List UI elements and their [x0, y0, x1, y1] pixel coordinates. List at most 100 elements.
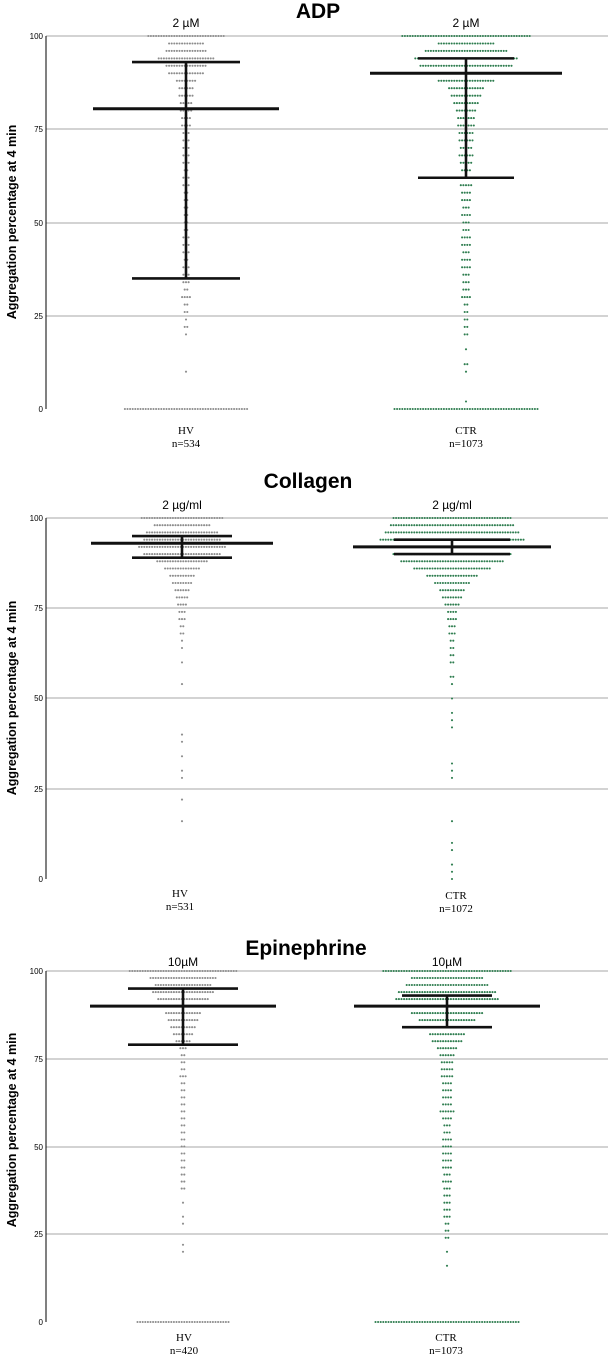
- data-point: [174, 531, 177, 534]
- data-point: [448, 79, 451, 82]
- data-point: [457, 969, 460, 973]
- n-label-epinephrine-ctr: n=1073: [429, 1345, 463, 1357]
- data-point: [466, 236, 469, 239]
- data-point: [165, 49, 168, 52]
- data-point: [454, 589, 457, 592]
- data-point: [401, 34, 404, 38]
- data-point: [452, 610, 455, 613]
- data-point: [162, 976, 165, 980]
- data-point: [423, 567, 426, 570]
- data-point: [184, 581, 187, 585]
- data-point: [479, 42, 482, 45]
- data-point: [464, 221, 468, 224]
- grid-epinephrine: [45, 970, 608, 1322]
- data-point: [452, 661, 455, 664]
- data-point: [165, 998, 168, 1001]
- data-point: [175, 42, 178, 45]
- data-point: [455, 42, 458, 45]
- data-point: [184, 531, 187, 534]
- data-point: [156, 516, 159, 520]
- data-point: [191, 72, 194, 75]
- data-point: [504, 969, 507, 973]
- data-point: [377, 1320, 380, 1324]
- data-point: [449, 1054, 452, 1057]
- data-point: [447, 969, 450, 973]
- data-point: [518, 34, 521, 38]
- data-point: [395, 1320, 398, 1324]
- data-point: [434, 1320, 437, 1324]
- data-point: [431, 531, 434, 534]
- data-point: [461, 296, 464, 299]
- data-point: [181, 407, 184, 411]
- data-point: [154, 983, 157, 987]
- data-point: [187, 161, 190, 164]
- data-point: [390, 969, 393, 973]
- data-point: [192, 567, 195, 570]
- data-point: [190, 545, 193, 548]
- data-point: [180, 1145, 183, 1148]
- data-point: [143, 516, 146, 520]
- data-point: [186, 42, 189, 45]
- data-point: [468, 64, 471, 67]
- data-point: [455, 976, 458, 980]
- data-point: [480, 567, 483, 570]
- data-point: [177, 567, 180, 570]
- data-point: [442, 407, 445, 411]
- data-point: [461, 213, 464, 217]
- data-point: [474, 407, 477, 411]
- data-point: [483, 567, 486, 570]
- data-point: [183, 1145, 186, 1148]
- data-point: [166, 567, 169, 570]
- data-point: [182, 131, 185, 135]
- data-point: [178, 976, 181, 980]
- data-point: [501, 1320, 504, 1324]
- data-point: [161, 531, 164, 534]
- data-point: [172, 983, 175, 987]
- concentration-collagen-ctr: 2 µg/ml: [432, 498, 472, 512]
- data-point: [459, 184, 462, 187]
- data-point: [162, 34, 165, 38]
- data-point: [452, 1033, 455, 1036]
- data-point: [177, 581, 180, 585]
- data-point: [196, 1012, 199, 1015]
- data-point: [467, 281, 470, 284]
- data-point: [232, 969, 235, 973]
- data-point: [198, 983, 201, 987]
- data-point: [436, 581, 439, 585]
- data-point: [200, 531, 203, 534]
- data-point: [501, 969, 504, 973]
- data-point: [470, 1320, 473, 1324]
- data-point: [169, 574, 172, 577]
- data-point: [465, 567, 468, 570]
- data-point: [170, 1026, 173, 1029]
- data-point: [183, 1082, 186, 1085]
- data-point: [204, 983, 207, 987]
- data-point: [452, 646, 455, 650]
- data-point: [423, 1012, 426, 1015]
- data-point: [451, 1068, 454, 1071]
- data-point: [468, 213, 471, 217]
- data-point: [445, 1173, 449, 1176]
- data-point: [160, 407, 163, 411]
- data-point: [172, 1320, 175, 1324]
- data-point: [450, 94, 453, 97]
- data-point: [180, 1117, 183, 1120]
- data-point: [423, 969, 426, 973]
- data-point: [448, 632, 451, 635]
- data-point: [505, 407, 508, 411]
- data-point: [180, 661, 184, 664]
- data-point: [216, 553, 219, 556]
- data-point: [422, 64, 425, 67]
- data-point: [475, 524, 478, 527]
- data-point: [384, 1320, 387, 1324]
- data-point: [461, 139, 464, 142]
- data-point: [463, 42, 466, 45]
- data-point: [455, 87, 458, 90]
- data-point: [457, 1033, 460, 1036]
- data-point: [183, 596, 186, 599]
- data-point: [193, 1019, 196, 1022]
- data-point: [431, 1019, 434, 1022]
- data-point: [181, 57, 184, 60]
- data-point: [178, 64, 181, 67]
- data-point: [479, 94, 482, 97]
